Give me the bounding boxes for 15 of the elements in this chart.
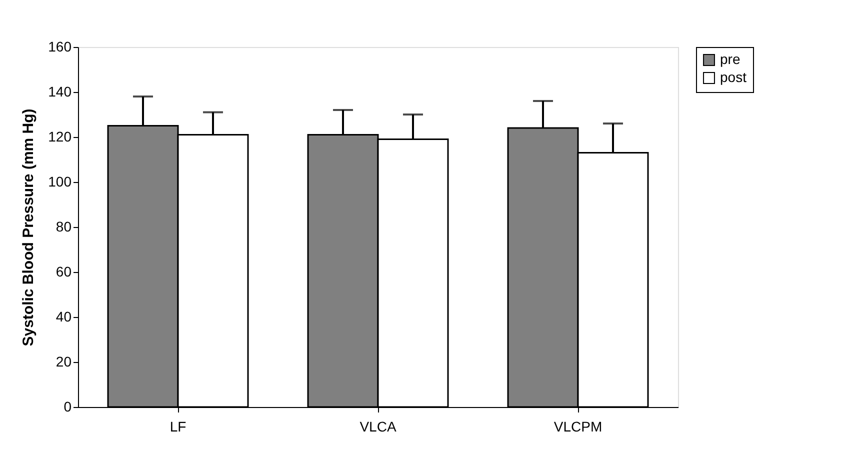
y-tick-label: 100 [48, 174, 72, 190]
legend-label: pre [720, 51, 740, 67]
x-tick-label: LF [170, 418, 186, 434]
x-tick-label: VLCPM [554, 418, 602, 434]
y-tick-label: 0 [64, 398, 72, 414]
y-tick-label: 140 [48, 84, 72, 100]
y-tick-label: 120 [48, 128, 72, 144]
legend-label: post [720, 69, 747, 85]
y-tick-label: 60 [56, 264, 72, 280]
x-tick-label: VLCA [360, 418, 397, 434]
y-tick-label: 80 [56, 218, 72, 234]
y-tick-label: 20 [56, 354, 72, 370]
y-tick-label: 160 [48, 38, 72, 54]
y-tick-label: 40 [56, 308, 72, 324]
y-axis-title: Systolic Blood Pressure (mm Hg) [20, 108, 38, 346]
